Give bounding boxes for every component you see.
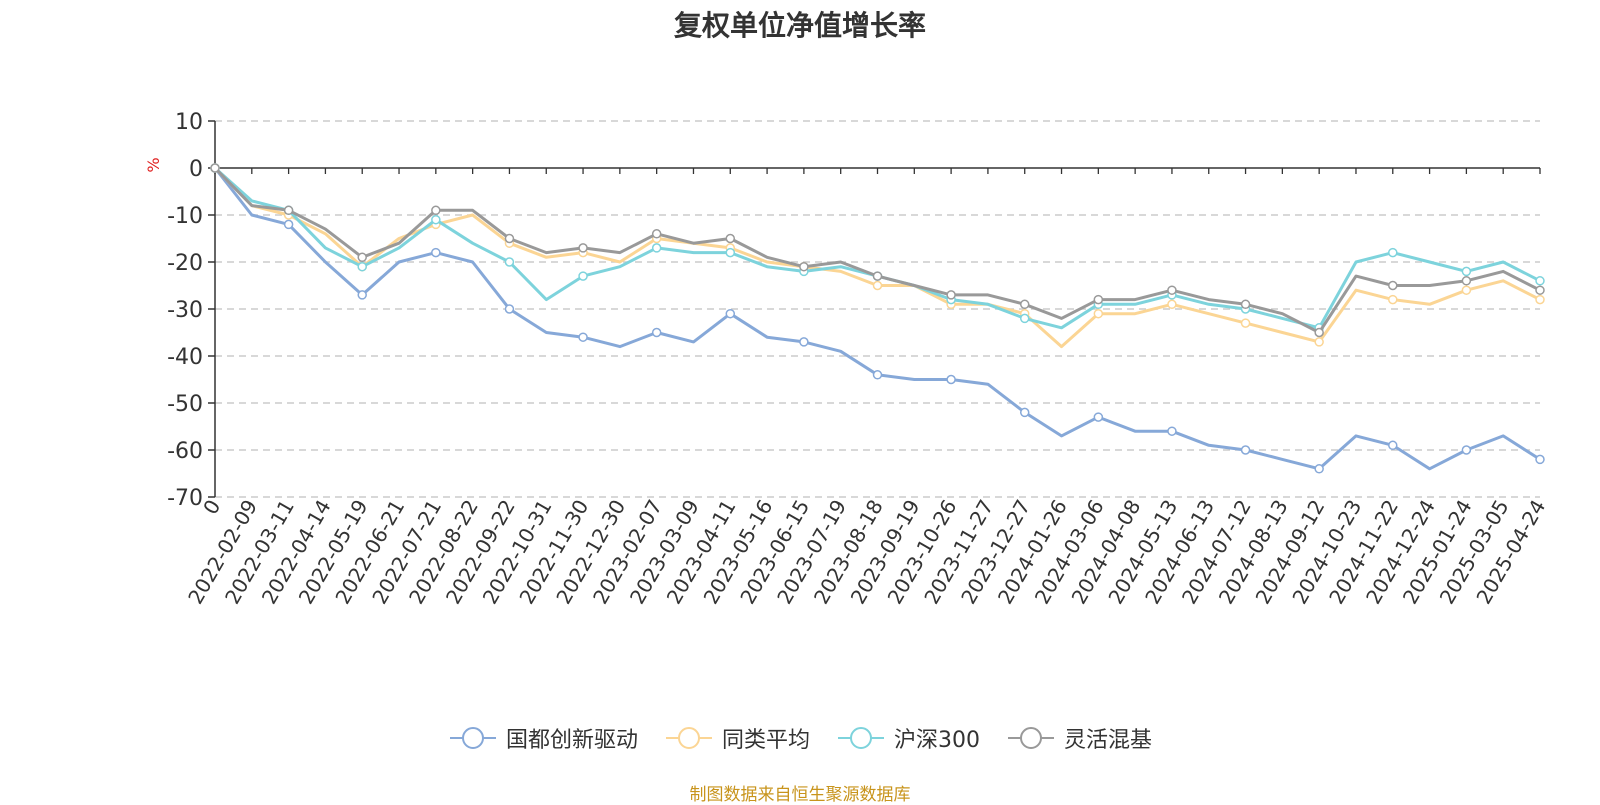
data-point	[1093, 294, 1104, 305]
data-point	[1461, 445, 1472, 455]
data-point	[578, 271, 588, 281]
data-point	[283, 205, 294, 216]
data-point	[578, 243, 588, 253]
x-tick-label: 0	[198, 496, 225, 519]
y-axis-label: %	[144, 157, 163, 172]
legend-item[interactable]: 沪深300	[836, 722, 980, 754]
data-point	[1388, 440, 1398, 451]
data-point	[1314, 464, 1324, 474]
legend-item[interactable]: 同类平均	[664, 722, 810, 754]
data-point	[725, 308, 736, 319]
data-point	[1240, 318, 1251, 328]
legend-label: 沪深300	[894, 728, 980, 753]
legend-label: 灵活混基	[1064, 728, 1153, 753]
y-tick-label: 10	[175, 110, 203, 135]
data-point	[1314, 337, 1324, 347]
y-tick-label: -40	[167, 345, 203, 370]
y-tick-label: -60	[167, 439, 203, 464]
data-point	[357, 290, 367, 300]
source-note: 制图数据来自恒生聚源数据库	[689, 785, 911, 805]
legend-swatch-icon	[449, 727, 496, 749]
data-point	[357, 252, 367, 263]
legend-label: 国都创新驱动	[505, 728, 638, 753]
legend-label: 同类平均	[721, 728, 810, 753]
legend-swatch-icon	[838, 727, 884, 749]
data-point	[872, 370, 883, 380]
data-point	[1093, 308, 1104, 319]
data-point	[946, 290, 956, 300]
data-point	[651, 229, 662, 239]
legend-item[interactable]: 国都创新驱动	[448, 722, 638, 754]
data-point	[1535, 294, 1545, 305]
legend-item[interactable]: 灵活混基	[1006, 722, 1152, 754]
data-point	[1019, 407, 1030, 418]
chart-title: 复权单位净值增长率	[673, 9, 926, 42]
data-point	[1388, 294, 1398, 305]
series-line	[213, 166, 1541, 334]
series-line	[214, 166, 1541, 330]
data-point	[946, 374, 956, 385]
legend-swatch-icon	[1008, 727, 1054, 749]
data-point	[1240, 299, 1251, 310]
data-point	[1388, 280, 1398, 291]
data-point	[504, 304, 515, 314]
data-point	[283, 219, 294, 230]
data-point	[725, 247, 736, 258]
tick-labels: 100-10-20-30-40-50-60-7002022-02-092022-…	[144, 110, 1550, 608]
data-point	[1535, 276, 1545, 286]
data-point	[504, 257, 515, 267]
data-point	[1314, 327, 1324, 338]
data-point	[799, 337, 809, 347]
data-point	[1461, 276, 1472, 286]
legend-swatch-icon	[665, 727, 712, 749]
y-tick-label: -20	[167, 251, 203, 276]
data-point	[651, 243, 662, 253]
y-tick-label: -30	[167, 298, 203, 323]
data-point	[1019, 313, 1030, 324]
data-point	[872, 280, 883, 291]
data-point	[578, 332, 588, 342]
data-point	[1167, 299, 1177, 310]
data-point	[799, 261, 809, 272]
data-point	[651, 327, 662, 338]
y-tick-label: -50	[167, 392, 203, 417]
data-point	[1240, 445, 1251, 455]
legend: 国都创新驱动 同类平均 沪深300 灵活混基	[0, 722, 1600, 754]
data-point	[210, 163, 220, 173]
data-point	[1388, 247, 1398, 258]
data-point	[431, 214, 441, 225]
data-point	[1093, 412, 1104, 422]
data-point	[504, 233, 515, 244]
data-point	[431, 205, 441, 216]
series-group	[210, 163, 1545, 349]
data-point	[1535, 454, 1545, 465]
data-point	[725, 233, 736, 244]
series-group	[210, 163, 1545, 474]
data-point	[1461, 285, 1472, 295]
y-tick-label: -70	[167, 486, 203, 511]
data-point	[1019, 299, 1030, 310]
series-line	[213, 167, 1541, 471]
data-point	[1167, 285, 1177, 295]
y-tick-label: 0	[189, 157, 203, 182]
data-point	[357, 261, 367, 272]
data-point	[1167, 426, 1177, 436]
series-lines	[210, 163, 1545, 474]
series-group	[210, 163, 1545, 338]
data-point	[872, 271, 883, 281]
data-point	[1535, 285, 1545, 295]
data-point	[431, 247, 441, 258]
data-point	[1461, 266, 1472, 277]
y-tick-label: -10	[167, 204, 203, 229]
